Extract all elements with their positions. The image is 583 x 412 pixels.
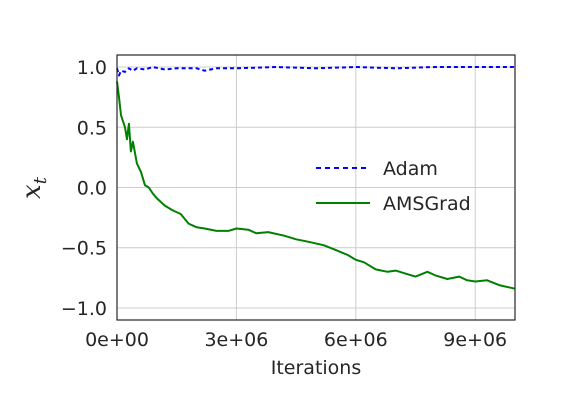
y-tick-label: 1.0 — [77, 57, 107, 79]
y-tick-label: −0.5 — [61, 238, 107, 260]
y-axis-label-main: x — [17, 184, 47, 199]
y-axis-label: xt — [17, 176, 51, 199]
legend-amsgrad-label: AMSGrad — [383, 193, 471, 215]
y-tick-label: 0.5 — [77, 117, 107, 139]
x-tick-label: 3e+06 — [204, 329, 268, 351]
y-tick-label: −1.0 — [61, 298, 107, 320]
x-tick-label: 6e+06 — [324, 329, 388, 351]
y-tick-label: 0.0 — [77, 178, 107, 200]
x-tick-label: 9e+06 — [443, 329, 507, 351]
series-layer — [116, 66, 516, 290]
plot-frame — [116, 54, 516, 321]
y-tick-labels: 1.0 0.5 0.0 −0.5 −1.0 — [61, 57, 107, 320]
x-tick-label: 0e+00 — [85, 329, 149, 351]
x-axis-label: Iterations — [271, 357, 362, 379]
legend-adam-label: Adam — [383, 158, 438, 180]
legend: Adam AMSGrad — [316, 158, 471, 215]
grid-lines — [116, 55, 515, 320]
x-tick-labels: 0e+00 3e+06 6e+06 9e+06 — [85, 329, 507, 351]
series-line-amsgrad — [116, 81, 516, 290]
y-axis-label-subscript: t — [30, 176, 51, 184]
